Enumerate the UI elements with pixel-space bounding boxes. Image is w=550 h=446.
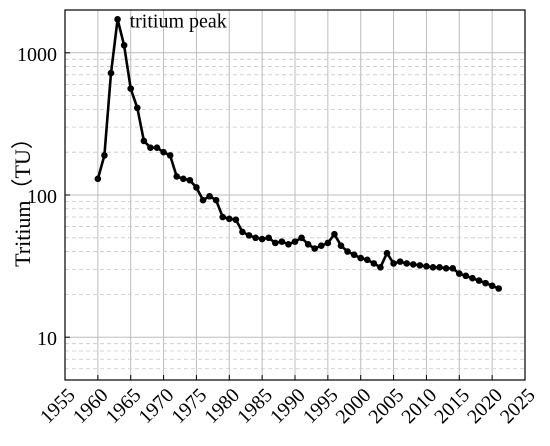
data-point [475, 277, 483, 284]
x-axis-ticks: 1955196019651970197519801985199019952000… [36, 375, 540, 428]
data-point [455, 270, 463, 277]
data-point [285, 241, 292, 248]
data-point [449, 265, 457, 272]
data-point [206, 192, 213, 200]
data-point [252, 234, 259, 242]
data-point [147, 144, 154, 152]
data-point [127, 85, 135, 92]
x-tick-label: 1980 [200, 384, 244, 428]
data-point [403, 260, 411, 267]
data-point [350, 251, 358, 259]
data-point [140, 137, 148, 145]
x-tick-label: 2005 [365, 384, 409, 428]
data-point [179, 175, 187, 183]
data-point [357, 254, 365, 262]
data-point [488, 282, 496, 290]
data-point [344, 248, 351, 255]
data-point [199, 196, 207, 204]
data-point [193, 184, 200, 191]
data-point [469, 274, 476, 282]
y-tick-label: 10 [37, 328, 57, 350]
data-point [298, 234, 305, 242]
x-tick-label: 1960 [69, 384, 113, 428]
x-tick-label: 1985 [233, 384, 277, 428]
data-point [271, 239, 279, 247]
data-point [212, 196, 220, 204]
x-tick-label: 1995 [299, 384, 343, 428]
data-point [133, 104, 141, 112]
data-point [383, 249, 391, 257]
data-point [363, 256, 371, 264]
data-point [225, 215, 233, 223]
data-point [495, 285, 503, 292]
data-point [436, 264, 443, 271]
data-point [416, 262, 424, 269]
data-point [232, 216, 240, 224]
data-point [278, 238, 286, 245]
x-tick-label: 2025 [496, 384, 540, 428]
data-point [258, 235, 266, 243]
data-point [186, 176, 194, 184]
data-point [160, 148, 167, 156]
data-point [423, 263, 430, 270]
data-point [120, 41, 128, 49]
y-tick-label: 1000 [17, 44, 57, 66]
grid [64, 10, 526, 380]
series-tritium [94, 16, 503, 292]
data-point [317, 242, 325, 249]
x-tick-label: 1990 [266, 384, 310, 428]
x-tick-label: 2000 [332, 384, 376, 428]
x-tick-label: 1955 [36, 384, 80, 428]
data-point [462, 272, 470, 280]
data-point [331, 230, 338, 238]
data-point [153, 144, 161, 152]
x-tick-label: 2015 [430, 384, 474, 428]
data-point [166, 152, 174, 159]
data-point [107, 69, 115, 77]
data-point [377, 264, 384, 271]
y-axis-ticks: 10 100 1000 [17, 44, 70, 350]
data-point [245, 232, 253, 239]
data-point [370, 260, 378, 267]
data-point [337, 242, 345, 249]
data-point [265, 234, 273, 242]
peak-annotation: tritium peak [130, 10, 227, 32]
data-point [324, 239, 332, 247]
y-axis-title: Tritium（TU） [10, 127, 35, 267]
data-point [304, 241, 312, 248]
x-tick-label: 2010 [397, 384, 441, 428]
data-point [311, 245, 319, 252]
data-point [101, 152, 108, 159]
x-tick-label: 2020 [463, 384, 507, 428]
data-point [291, 238, 299, 245]
data-point [396, 258, 404, 265]
data-point [390, 260, 397, 267]
data-point [114, 16, 121, 23]
data-point [94, 175, 102, 183]
y-tick-label: 100 [27, 186, 57, 208]
x-tick-label: 1975 [167, 384, 211, 428]
data-point [442, 265, 450, 272]
x-tick-label: 1965 [102, 384, 146, 428]
data-point [173, 173, 181, 180]
data-point [429, 264, 437, 271]
data-point [409, 261, 417, 268]
x-tick-label: 1970 [135, 384, 179, 428]
data-point [482, 279, 489, 287]
data-point [239, 228, 246, 236]
data-point [219, 213, 227, 221]
